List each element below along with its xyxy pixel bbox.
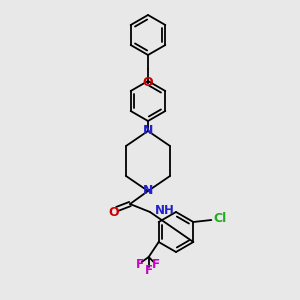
Text: F: F (136, 257, 144, 271)
Text: N: N (143, 184, 153, 197)
Text: N: N (143, 124, 153, 137)
Text: Cl: Cl (213, 212, 226, 226)
Text: O: O (109, 206, 119, 218)
Text: O: O (143, 76, 153, 89)
Text: NH: NH (155, 203, 175, 217)
Text: F: F (152, 257, 160, 271)
Text: F: F (145, 263, 153, 277)
